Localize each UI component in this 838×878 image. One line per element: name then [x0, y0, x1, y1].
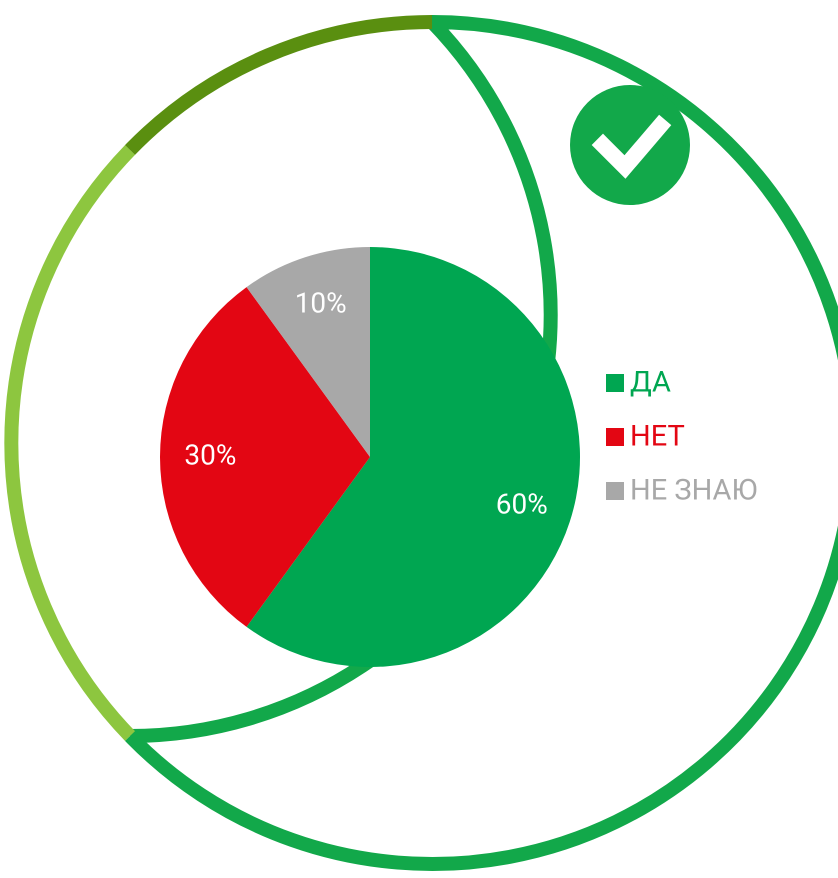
- check-icon: [591, 114, 672, 179]
- legend-swatch: [606, 428, 624, 446]
- legend-label: ДА: [630, 366, 671, 400]
- pie-slice: [159, 287, 370, 627]
- slice-label: 10%: [295, 287, 347, 320]
- pie-slice: [246, 247, 581, 667]
- ring-light: [4, 145, 136, 741]
- slice-label: 60%: [496, 488, 548, 521]
- legend-swatch: [606, 374, 624, 392]
- pie-slice: [246, 247, 370, 457]
- check-badge: [570, 85, 690, 205]
- ring-dark: [124, 15, 433, 155]
- badge-circle: [570, 85, 690, 205]
- legend-swatch: [606, 482, 624, 500]
- legend-label: НЕТ: [630, 420, 685, 454]
- legend-label: НЕ ЗНАЮ: [630, 474, 757, 508]
- slice-label: 30%: [184, 438, 236, 471]
